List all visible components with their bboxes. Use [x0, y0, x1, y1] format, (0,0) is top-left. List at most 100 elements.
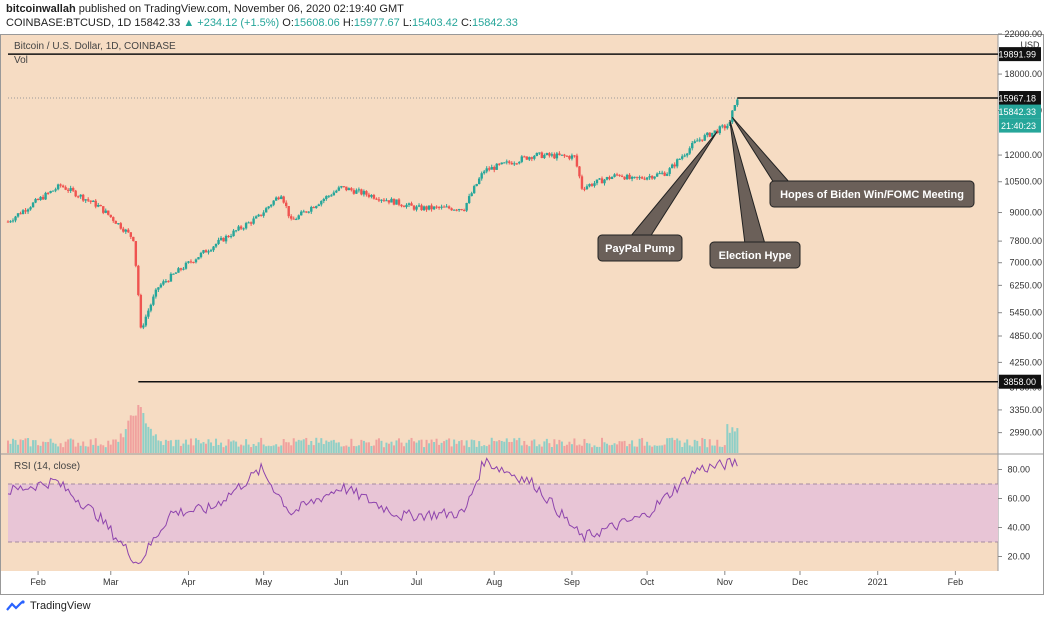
candle-body	[46, 192, 50, 194]
volume-bar	[357, 445, 360, 453]
volume-bar	[488, 444, 491, 453]
candle-body	[620, 175, 624, 177]
plot-background	[0, 34, 998, 571]
candle-body	[29, 207, 32, 210]
volume-bar	[202, 442, 205, 453]
candle-body	[538, 152, 541, 154]
candle-body	[127, 229, 130, 233]
volume-bar	[387, 443, 390, 453]
candle-body	[227, 235, 230, 237]
candle-body	[149, 304, 153, 311]
candle-body	[412, 205, 416, 210]
candle-body	[109, 214, 112, 218]
candle-body	[573, 155, 576, 157]
volume-bar	[503, 441, 506, 453]
volume-bar	[260, 437, 263, 453]
volume-bar	[192, 445, 195, 453]
volume-bar	[633, 446, 636, 453]
candle-body	[397, 199, 401, 205]
volume-bar	[79, 445, 82, 453]
volume-bar	[189, 438, 192, 453]
volume-bar	[247, 444, 250, 453]
volume-bar	[510, 441, 513, 453]
volume-bar	[220, 442, 223, 453]
volume-bar	[548, 443, 551, 453]
volume-bar	[332, 439, 335, 453]
candle-body	[222, 237, 225, 242]
candle-body	[332, 192, 336, 196]
volume-bar	[728, 432, 731, 453]
candle-body	[317, 204, 320, 206]
candle-body	[608, 177, 611, 179]
volume-bar	[403, 446, 405, 453]
callout-box	[597, 234, 683, 262]
volume-bar	[392, 445, 395, 453]
volume-bar	[77, 442, 80, 453]
candle-body	[56, 184, 60, 190]
volume-bar	[84, 446, 87, 453]
callout-box	[709, 241, 801, 269]
candle-body	[94, 200, 97, 207]
y-tick-label: 9000.00	[1009, 208, 1042, 218]
y-tick-label: 12000.00	[1004, 150, 1042, 160]
candle-body	[287, 206, 290, 217]
candle-body	[237, 226, 240, 231]
volume-bar	[305, 437, 308, 453]
volume-bar	[671, 437, 674, 453]
high-key: H:	[342, 17, 354, 29]
candle-body	[640, 177, 644, 179]
candle-body	[302, 211, 305, 213]
candle-body	[310, 207, 313, 212]
candle-body	[249, 222, 253, 224]
candle-body	[615, 174, 619, 176]
candle-body	[655, 173, 659, 177]
candle-body	[79, 194, 82, 197]
candle-body	[350, 188, 353, 191]
volume-bar	[52, 442, 55, 453]
candle-body	[315, 205, 318, 209]
candle-body	[673, 164, 676, 167]
candle-body	[147, 310, 150, 317]
volume-bar	[330, 440, 333, 453]
candle-body	[653, 176, 656, 179]
ohlc-line: COINBASE:BTCUSD, 1D 15842.33 ▲ +234.12 (…	[6, 17, 518, 29]
candle-body	[548, 153, 551, 156]
volume-bar	[377, 438, 380, 453]
volume-bar	[285, 442, 288, 453]
volume-bar	[438, 444, 441, 453]
candle-body	[691, 142, 694, 149]
candle-body	[87, 199, 90, 201]
volume-bar	[691, 446, 694, 453]
volume-bar	[658, 445, 661, 453]
candle-body	[189, 261, 193, 263]
volume-bar	[54, 443, 57, 453]
candle-body	[212, 246, 215, 251]
candle-body	[152, 296, 155, 305]
candle-body	[510, 162, 513, 165]
volume-bar	[87, 446, 90, 453]
candle-body	[49, 191, 52, 193]
candle-body	[9, 221, 12, 223]
volume-bar	[465, 440, 468, 453]
volume-bar	[538, 444, 541, 453]
marker-label-support-bg	[999, 374, 1041, 389]
candle-body	[347, 188, 351, 191]
volume-bar	[17, 444, 20, 453]
volume-bar	[463, 445, 466, 453]
candle-body	[467, 196, 471, 203]
footer-brand[interactable]: TradingView	[6, 600, 91, 612]
candle-body	[595, 179, 599, 184]
candle-body	[387, 200, 391, 203]
volume-bar	[365, 442, 368, 453]
candle-body	[410, 203, 413, 206]
volume-bar	[626, 446, 629, 453]
candle-body	[357, 189, 361, 191]
author-name[interactable]: bitcoinwallah	[6, 3, 76, 15]
candle-body	[613, 174, 616, 177]
volume-bar	[483, 445, 486, 453]
candle-body	[505, 161, 508, 163]
candle-body	[142, 325, 145, 328]
volume-bar	[453, 439, 456, 453]
candle-body	[217, 239, 220, 244]
